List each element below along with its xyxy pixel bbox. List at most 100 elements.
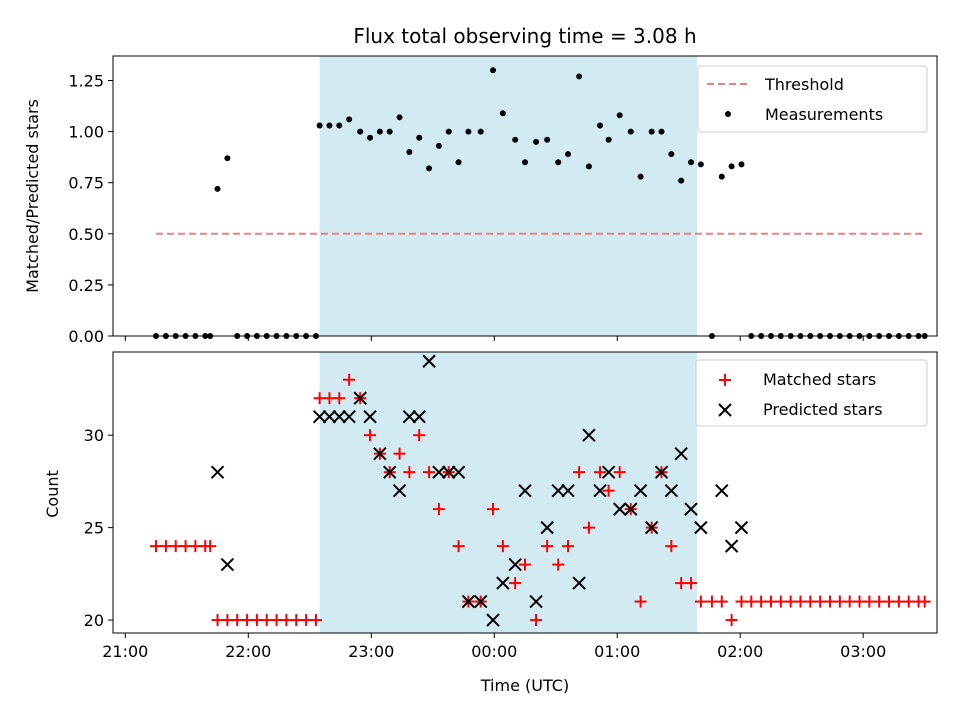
predicted-star-point [601, 465, 616, 479]
matched-star-point [343, 373, 356, 386]
predicted-x-b [601, 465, 616, 479]
predicted-star-point [383, 465, 397, 479]
matched-star-point [530, 614, 543, 627]
measurement-point [597, 122, 604, 129]
predicted-x-b [220, 557, 235, 572]
ratio-y-axis-label: Matched/Predicted stars [23, 99, 42, 293]
matched-star-point [634, 595, 647, 608]
measurement-point [214, 185, 221, 192]
measurement-point [648, 128, 655, 135]
threshold-legend-label: Threshold [764, 75, 844, 94]
predicted-star-point [715, 483, 729, 498]
predicted-star-point [724, 539, 739, 553]
count-y-tick-label: 25 [84, 519, 104, 538]
measurement-point [544, 136, 551, 143]
predicted-star-point [461, 594, 476, 609]
x-tick-label: 23:00 [348, 642, 394, 661]
measurement-point [416, 134, 423, 141]
measurement-point [512, 136, 519, 143]
predicted-star-point [332, 409, 346, 424]
measurement-point [326, 122, 333, 129]
count-y-tick-label: 30 [84, 426, 104, 445]
predicted-x-b [572, 576, 586, 590]
predicted-x-b [715, 483, 729, 498]
predicted-x-b [422, 354, 436, 368]
count-y-tick-label: 20 [84, 611, 104, 630]
matched-star-point [432, 503, 445, 516]
predicted-star-point [674, 446, 688, 461]
matched-star-point [423, 466, 436, 479]
measurement-point [627, 128, 634, 135]
measurement-point [555, 159, 562, 166]
matched-star-point [541, 540, 554, 553]
ratio-axes-frame [112, 55, 938, 337]
predicted-star-point [373, 446, 387, 461]
measurement-point [376, 128, 383, 135]
predicted-x-b [402, 409, 417, 424]
measurement-point [490, 67, 497, 74]
predicted-star-point [422, 354, 436, 368]
measurement-point [522, 159, 528, 166]
predicted-legend-label: Predicted stars [763, 400, 883, 419]
matched-star-point [333, 392, 346, 405]
matched-legend-swatch [719, 374, 731, 386]
ratio-legend: Threshold Measurements [697, 65, 928, 133]
matched-star-point [562, 540, 575, 553]
predicted-star-point [412, 409, 426, 424]
measurement-point [576, 73, 583, 80]
matched-star-point [725, 614, 738, 627]
ratio-y-tick-label: 1.25 [68, 72, 104, 91]
count-legend: Matched stars Predicted stars [695, 359, 928, 427]
measurement-point [718, 173, 725, 180]
measurements-legend-swatch [725, 111, 731, 117]
matched-star-point [487, 503, 500, 516]
predicted-star-point [593, 483, 607, 498]
ratio-y-tick-label: 0.75 [68, 174, 104, 193]
predicted-x-b [561, 483, 575, 498]
measurement-point [637, 173, 644, 180]
predicted-star-point [518, 483, 532, 498]
predicted-x-b [633, 483, 648, 498]
matched-star-point [582, 521, 595, 534]
predicted-star-point [624, 502, 638, 516]
measurement-point [336, 122, 343, 129]
matched-star-point [403, 466, 416, 479]
predicted-star-point [654, 465, 669, 479]
measurement-point [346, 116, 353, 123]
measurement-point [367, 134, 374, 141]
predicted-star-point [572, 576, 586, 590]
predicted-star-point [451, 465, 466, 479]
matched-star-point [364, 429, 377, 442]
measurement-point [455, 159, 462, 166]
predicted-star-point [561, 483, 575, 498]
predicted-star-point [612, 502, 627, 516]
predicted-x-b [353, 391, 367, 405]
predicted-legend-swatch [718, 403, 732, 417]
measurement-point [445, 128, 452, 135]
predicted-x-b [322, 409, 337, 424]
measurement-point [406, 149, 413, 156]
matched-star-point [602, 484, 615, 497]
count-y-axis-label: Count [43, 470, 62, 518]
measurement-point [697, 161, 704, 168]
matched-star-point [665, 540, 678, 553]
measurement-point [585, 163, 592, 170]
matched-star-point [685, 577, 698, 590]
predicted-star-point [633, 483, 648, 498]
chart-title: Flux total observing time = 3.08 h [353, 24, 696, 48]
x-tick-label: 22:00 [225, 642, 271, 661]
predicted-x-b [392, 483, 407, 498]
matched-star-point [694, 595, 707, 608]
predicted-star-point [363, 409, 377, 424]
matched-star-point [393, 447, 406, 460]
ratio-y-tick-label: 0.50 [68, 225, 104, 244]
predicted-x-b [383, 465, 397, 479]
predicted-x-b [582, 428, 596, 442]
predicted-x-b [486, 613, 500, 627]
predicted-x-b [684, 502, 698, 516]
predicted-x-b [593, 483, 607, 498]
matched-star-point [594, 466, 607, 479]
predicted-x-b [612, 502, 627, 516]
predicted-x-b [508, 557, 522, 572]
